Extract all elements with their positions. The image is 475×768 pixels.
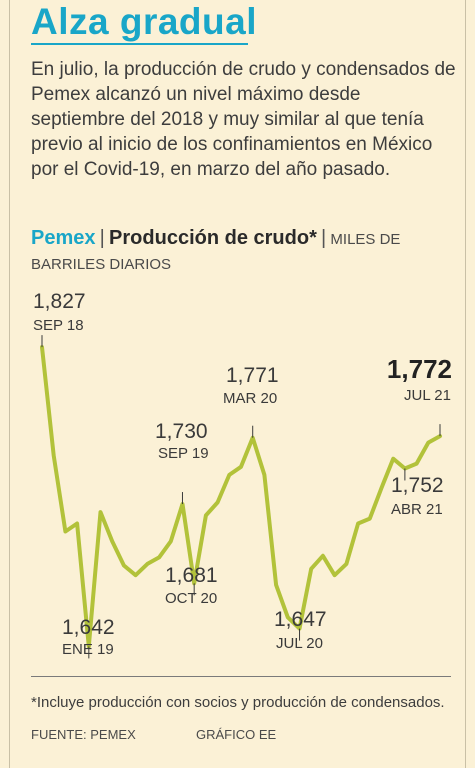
annotation-date: SEP 19: [158, 445, 209, 462]
line-layer: [40, 345, 442, 649]
data-point: [145, 562, 149, 566]
data-point: [227, 473, 231, 477]
annotation-value: 1,827: [33, 290, 86, 313]
annotation-value: 1,642: [62, 616, 115, 639]
data-point: [414, 462, 419, 466]
data-point: [379, 486, 384, 490]
annotation-value: 1,730: [155, 420, 208, 443]
headline-underline: [31, 43, 248, 45]
data-point: [134, 573, 138, 577]
annotation-value: 1,681: [165, 564, 218, 587]
lede-paragraph: En julio, la producción de crudo y conde…: [31, 59, 456, 180]
data-point: [75, 521, 79, 526]
data-point: [239, 465, 243, 469]
data-point: [110, 539, 114, 543]
annotation-value: 1,752: [391, 474, 444, 497]
annotation-date: JUL 21: [404, 387, 451, 404]
chart-units: Miles de barriles diarios: [31, 231, 401, 273]
data-point: [309, 567, 313, 571]
data-point: [52, 453, 56, 458]
graphic-credit: GRÁFICO EE: [196, 727, 277, 742]
chart-separator-2: |: [321, 227, 327, 249]
chart-separator-1: |: [99, 227, 105, 249]
data-point: [321, 554, 325, 558]
infographic-frame: [9, 0, 466, 768]
data-point: [157, 555, 161, 560]
annotation-date: ENE 19: [62, 641, 114, 658]
data-point: [356, 521, 360, 526]
chart-header: Pemex | Producción de crudo* | Miles de …: [31, 226, 456, 277]
annotation-layer: 1,827 SEP 18 1,642 ENE 19 1,730 SEP 19 1,681 OC…: [33, 290, 452, 659]
annotation-date: JUL 20: [276, 635, 323, 652]
data-point: [391, 457, 395, 461]
data-point: [122, 563, 126, 568]
data-point: [286, 615, 290, 619]
data-point: [215, 500, 220, 505]
annotation-value: 1,647: [274, 608, 327, 631]
data-point: [262, 473, 267, 477]
data-point: [368, 517, 372, 521]
annotation-value: 1,771: [226, 364, 279, 387]
data-point: [274, 583, 278, 587]
data-point: [333, 573, 337, 577]
annotation-date: OCT 20: [165, 590, 217, 607]
data-point: [63, 529, 68, 534]
chart-title: Producción de crudo*: [109, 227, 317, 249]
data-point: [204, 513, 208, 517]
footnote-divider: [31, 676, 451, 677]
annotation-date: MAR 20: [223, 390, 277, 407]
annotation-date: ABR 21: [391, 501, 443, 518]
data-point: [169, 539, 173, 543]
annotation-date: SEP 18: [33, 317, 84, 334]
data-point: [344, 562, 348, 566]
chart-brand: Pemex: [31, 227, 96, 249]
footnote: *Incluye producción con socios y producc…: [31, 694, 445, 711]
data-point: [98, 510, 103, 514]
headline: Alza gradual: [31, 1, 257, 42]
annotation-value: 1,772: [387, 354, 452, 384]
data-point: [426, 440, 430, 445]
source-credit: FUENTE: PEMEX: [31, 727, 136, 742]
